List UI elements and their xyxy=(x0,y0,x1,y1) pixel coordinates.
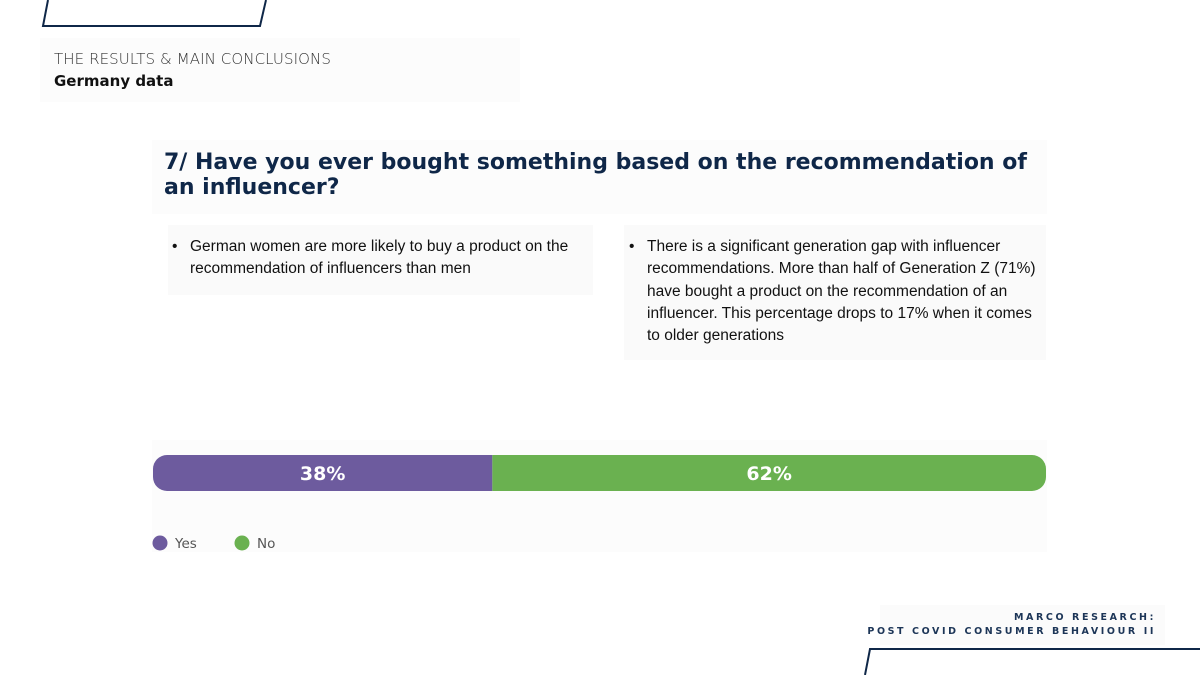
note-left-item: German women are more likely to buy a pr… xyxy=(172,236,580,281)
section-title: THE RESULTS & MAIN CONCLUSIONS xyxy=(54,50,331,68)
bottom-frame-line xyxy=(864,648,1200,675)
question-panel xyxy=(152,140,1047,214)
top-frame-line xyxy=(41,0,267,27)
question-heading: 7/ Have you ever bought something based … xyxy=(164,150,1027,200)
footer-panel xyxy=(880,605,1165,645)
note-list-right: There is a significant generation gap wi… xyxy=(629,236,1042,347)
note-list-left: German women are more likely to buy a pr… xyxy=(172,236,580,281)
footer-line-1: MARCO RESEARCH: xyxy=(1013,612,1156,623)
legend-label-no: No xyxy=(257,536,275,552)
data-label-no: 62% xyxy=(746,463,791,485)
legend-label-yes: Yes xyxy=(174,536,197,552)
legend-swatch-yes xyxy=(152,535,168,551)
section-subtitle: Germany data xyxy=(54,72,174,90)
data-label-yes: 38% xyxy=(300,463,345,485)
bar-segment-no xyxy=(492,455,1047,491)
legend-swatch-no xyxy=(234,535,250,551)
header-panel xyxy=(40,38,520,102)
bar-segment-yes xyxy=(153,455,493,491)
footer-line-2: POST COVID CONSUMER BEHAVIOUR II xyxy=(867,626,1156,637)
note-right-item: There is a significant generation gap wi… xyxy=(629,236,1042,347)
